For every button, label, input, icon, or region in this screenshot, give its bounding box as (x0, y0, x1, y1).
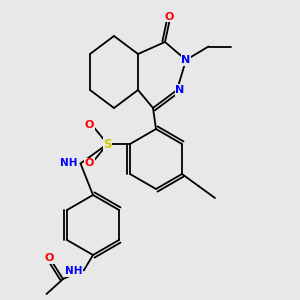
Text: O: O (45, 253, 54, 263)
Text: O: O (85, 119, 94, 130)
Text: O: O (165, 11, 174, 22)
Text: NH: NH (65, 266, 82, 277)
Text: N: N (182, 55, 190, 65)
Text: O: O (85, 158, 94, 169)
Text: NH: NH (60, 158, 77, 169)
Text: N: N (176, 85, 184, 95)
Text: S: S (103, 137, 112, 151)
